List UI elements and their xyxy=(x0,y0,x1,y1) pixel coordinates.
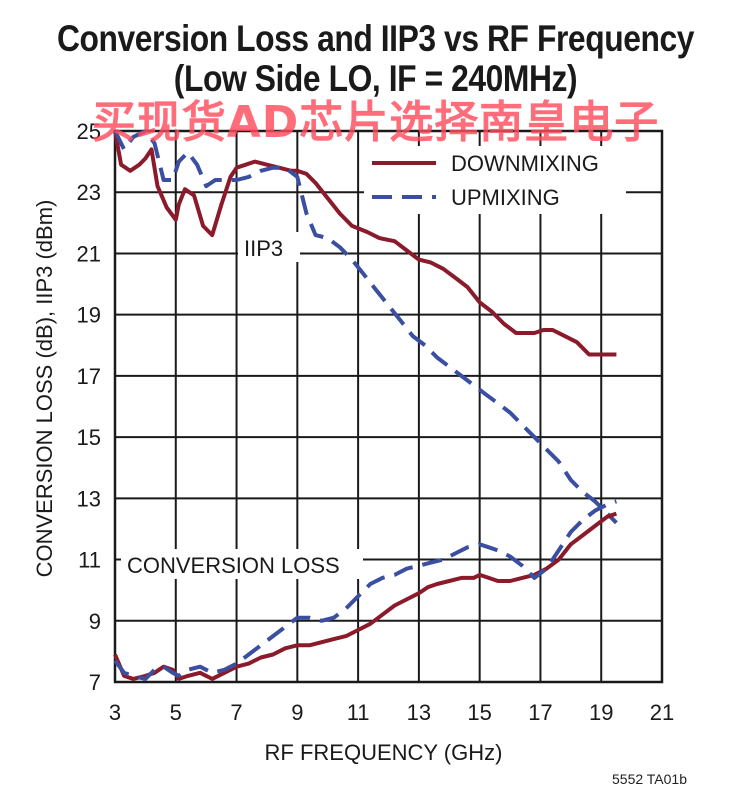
x-tick-label: 17 xyxy=(528,700,552,725)
y-tick-label: 15 xyxy=(77,425,101,450)
series-line-downmixing-iip3 xyxy=(113,130,617,357)
y-tick-label: 13 xyxy=(77,486,101,511)
annotation-conversion-loss-bg xyxy=(121,549,363,579)
x-tick-label: 3 xyxy=(109,700,121,725)
chart-title: Conversion Loss and IIP3 vs RF Frequency xyxy=(56,18,695,59)
y-tick-label: 9 xyxy=(89,609,101,634)
y-tick-label: 11 xyxy=(78,548,101,573)
x-tick-label: 15 xyxy=(467,700,491,725)
series-line-downmixing-conversion-loss xyxy=(113,511,618,681)
x-tick-label: 7 xyxy=(230,700,242,725)
annotation-iip3-bg xyxy=(238,232,300,262)
x-tick-label: 21 xyxy=(650,700,674,725)
watermark-text: 买现货AD芯片选择南皇电子 xyxy=(91,97,660,148)
y-tick-label: 21 xyxy=(77,241,101,266)
figure-id: 5552 TA01b xyxy=(612,771,687,787)
x-tick-label: 11 xyxy=(347,700,370,725)
y-tick-label: 17 xyxy=(77,364,101,389)
legend-label-downmixing: DOWNMIXING xyxy=(451,151,599,176)
chart-ticks: 3 5 7 9 11 13 15 17 19 21 7 9 11 13 15 17 19 21 23 25 xyxy=(77,119,675,725)
x-tick-label: 13 xyxy=(407,700,431,725)
legend-label-upmixing: UPMIXING xyxy=(451,185,560,210)
annotation-conversion-loss: CONVERSION LOSS xyxy=(127,553,340,578)
legend-background xyxy=(364,146,626,214)
y-tick-label: 7 xyxy=(89,670,101,695)
series-line-upmixing-iip3 xyxy=(113,129,618,525)
y-tick-label: 25 xyxy=(77,119,101,144)
chart-legend: DOWNMIXING UPMIXING xyxy=(364,146,626,214)
chart-subtitle: (Low Side LO, IF = 240MHz) xyxy=(173,58,578,99)
y-tick-label: 19 xyxy=(77,303,101,328)
plot-frame xyxy=(113,129,664,684)
chart-series xyxy=(113,129,618,681)
x-tick-label: 5 xyxy=(170,700,182,725)
x-tick-label: 19 xyxy=(589,700,613,725)
y-axis-label: CONVERSION LOSS (dB), IIP3 (dBm) xyxy=(32,200,57,578)
x-tick-label: 9 xyxy=(291,700,303,725)
annotation-iip3: IIP3 xyxy=(244,236,283,261)
y-tick-label: 23 xyxy=(77,180,101,205)
series-line-upmixing-conversion-loss xyxy=(113,499,618,681)
x-axis-label: RF FREQUENCY (GHz) xyxy=(265,740,503,765)
